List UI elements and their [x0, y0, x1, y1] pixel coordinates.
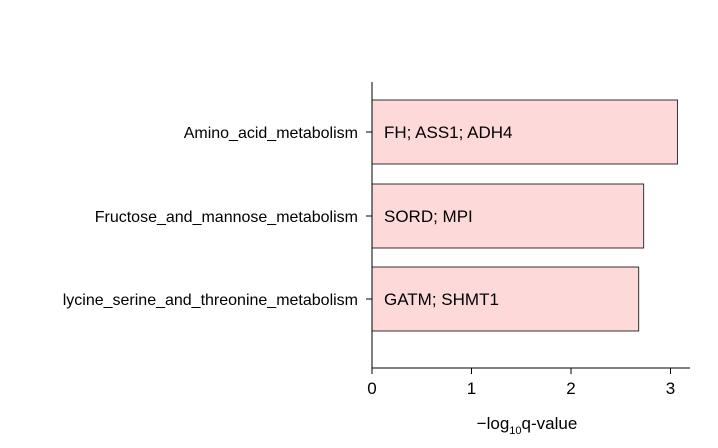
bar-label: GATM; SHMT1: [384, 290, 499, 309]
x-axis-label-prefix: −log: [477, 414, 510, 433]
category-label: Amino_acid_metabolism: [184, 125, 358, 142]
x-axis-label-subscript: 10: [509, 425, 521, 437]
x-tick-label: 0: [367, 379, 376, 398]
category-label: Fructose_and_mannose_metabolism: [95, 209, 358, 226]
x-axis-label: −log10q-value: [477, 414, 578, 437]
category-label: lycine_serine_and_threonine_metabolism: [63, 292, 358, 309]
bar: [371, 266, 640, 332]
bar-label: SORD; MPI: [384, 207, 473, 226]
x-ticks-group: 0 1 2 3: [367, 368, 675, 398]
bars-group: FH; ASS1; ADH4 SORD; MPI GATM; SHMT1: [371, 99, 678, 332]
x-axis-label-suffix: q-value: [522, 414, 578, 433]
x-tick-label: 3: [666, 379, 675, 398]
bar: [371, 99, 678, 165]
bar-label: FH; ASS1; ADH4: [384, 123, 513, 142]
x-tick-label: 2: [566, 379, 575, 398]
category-labels-group: Amino_acid_metabolism Fructose_and_mannos…: [63, 125, 372, 309]
bar: [371, 183, 645, 249]
x-tick-label: 1: [467, 379, 476, 398]
